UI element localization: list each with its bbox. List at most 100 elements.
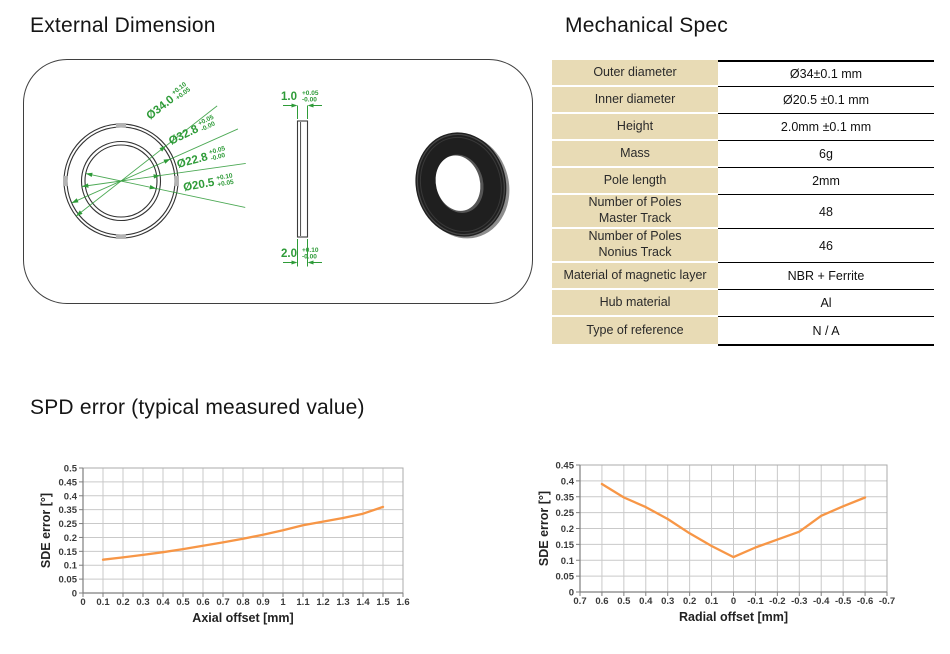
- y-tick-label: 0: [569, 588, 574, 599]
- x-tick-label: 0.3: [136, 597, 149, 608]
- dim-tolerance: -0.00: [210, 152, 226, 163]
- arrow-icon: [71, 198, 79, 203]
- dimension-drawing: Ø34.0+0.10+0.05Ø32.8+0.05-0.00Ø22.8+0.05…: [63, 81, 510, 267]
- dim-tolerance: +0.10: [302, 247, 319, 254]
- y-tick-label: 0.25: [59, 519, 78, 530]
- x-tick-label: 0.3: [661, 596, 674, 607]
- arrow-icon: [307, 260, 314, 265]
- x-tick-label: 1.4: [356, 597, 370, 608]
- spec-row-value: 2mm: [718, 168, 934, 195]
- thickness-dimension-labels: 1.0 +0.05 -0.00 2.0 +0.10 -0.00: [281, 90, 319, 261]
- spec-row-label: Mass: [552, 141, 718, 168]
- dim-tolerance: -0.00: [302, 254, 317, 261]
- series-line: [101, 505, 385, 561]
- spec-row-label: Number of Poles Nonius Track: [552, 229, 718, 263]
- mechanical-spec-title: Mechanical Spec: [565, 14, 728, 37]
- y-tick-label: 0: [72, 589, 77, 600]
- x-tick-label: 0.4: [156, 597, 170, 608]
- spec-row-label: Number of Poles Master Track: [552, 195, 718, 229]
- x-tick-label: 0: [731, 596, 736, 607]
- x-tick-label: 0.5: [617, 596, 631, 607]
- arrow-icon: [153, 174, 161, 179]
- x-tick-label: 1.3: [336, 597, 349, 608]
- diameter-dimension-label: Ø20.5 +0.10+0.05: [182, 172, 234, 194]
- x-tick-label: -0.7: [879, 596, 895, 607]
- arrow-icon: [159, 145, 166, 152]
- dim-label: 1.0: [281, 91, 297, 103]
- spec-row-value: NBR + Ferrite: [718, 263, 934, 290]
- dim-tolerance: +0.05: [217, 179, 235, 189]
- y-tick-label: 0.4: [64, 491, 78, 502]
- arrow-icon: [81, 183, 89, 188]
- y-tick-label: 0.05: [556, 572, 575, 583]
- x-tick-label: 0.7: [573, 596, 586, 607]
- x-tick-label: 1.6: [396, 597, 409, 608]
- x-tick-label: 1.1: [296, 597, 310, 608]
- x-tick-label: 0.1: [705, 596, 719, 607]
- spec-row-value: Al: [718, 290, 934, 317]
- series-line: [600, 482, 867, 559]
- spec-row-label: Outer diameter: [552, 60, 718, 87]
- spec-row-value: Ø20.5 ±0.1 mm: [718, 87, 934, 114]
- break-mark-icon: [116, 123, 126, 128]
- dim-tolerance: +0.10: [216, 172, 234, 182]
- x-tick-label: 0.6: [595, 596, 608, 607]
- y-tick-label: 0.15: [556, 540, 575, 551]
- x-tick-label: 0.2: [683, 596, 696, 607]
- spd-error-title: SPD error (typical measured value): [30, 396, 365, 419]
- x-tick-label: -0.1: [747, 596, 764, 607]
- x-tick-label: 0.4: [639, 596, 653, 607]
- dim-tolerance: +0.05: [302, 90, 319, 97]
- spec-row-value: N / A: [718, 317, 934, 344]
- x-tick-label: -0.3: [791, 596, 807, 607]
- dimension-leader-line: [71, 128, 239, 204]
- y-tick-label: 0.1: [561, 556, 575, 567]
- ring-front-view: [63, 123, 179, 239]
- external-dimension-title: External Dimension: [30, 14, 216, 37]
- spec-row-label: Hub material: [552, 290, 718, 317]
- y-tick-label: 0.1: [64, 561, 78, 572]
- y-tick-label: 0.35: [556, 492, 575, 503]
- y-tick-label: 0.45: [59, 477, 78, 488]
- radial-offset-chart: 0.7 0.6 0.5 0.4 0.3 0.2 0.1 0 -0.1 -0.2 -0.3 -0.4 -0…: [537, 461, 895, 625]
- spec-row-label: Height: [552, 114, 718, 141]
- x-axis-title: Axial offset [mm]: [192, 611, 293, 625]
- spec-row-value: 6g: [718, 141, 934, 168]
- x-tick-label: -0.5: [835, 596, 852, 607]
- y-axis-title: SDE error [°]: [537, 491, 551, 566]
- dimension-leader-line: [81, 163, 246, 187]
- x-tick-label: -0.6: [857, 596, 873, 607]
- mechanical-spec-table: Outer diameter Inner diameter Height Mass Po…: [552, 60, 934, 346]
- x-tick-label: 0.7: [216, 597, 229, 608]
- x-tick-label: 1: [280, 597, 286, 608]
- x-tick-label: 0: [80, 597, 85, 608]
- spec-row-label: Type of reference: [552, 317, 718, 344]
- spec-row-label: Inner diameter: [552, 87, 718, 114]
- x-tick-label: 1.5: [376, 597, 390, 608]
- x-tick-label: -0.4: [813, 596, 830, 607]
- axial-offset-chart: 0 0.1 0.2 0.3 0.4 0.5 0.6 0.7 0.8 0.9 1 1.1 1.2 1.3 1.…: [39, 464, 410, 626]
- x-tick-label: 1.2: [316, 597, 329, 608]
- arrow-icon: [76, 210, 83, 217]
- x-tick-label: 0.9: [256, 597, 269, 608]
- spec-row-label: Material of magnetic layer: [552, 263, 718, 290]
- x-tick-label: 0.2: [116, 597, 129, 608]
- diameter-dimension-label: Ø32.8+0.05-0.00: [167, 114, 217, 148]
- y-tick-label: 0.35: [59, 505, 78, 516]
- dimension-leader-line: [75, 105, 218, 217]
- y-tick-label: 0.45: [556, 461, 575, 472]
- x-tick-label: 0.6: [196, 597, 209, 608]
- arrow-icon: [291, 103, 298, 108]
- x-tick-label: 0.1: [96, 597, 110, 608]
- external-dimension-drawing-box: Ø34.0 +0.10 +0.05 Ø32.8 +0.05 -0.00 Ø22.8 +0.05…: [23, 59, 533, 304]
- break-mark-icon: [63, 176, 68, 186]
- arrow-icon: [291, 260, 298, 265]
- dim-label: Ø32.8: [167, 123, 201, 148]
- spec-label-column: Outer diameter Inner diameter Height Mass Po…: [552, 60, 718, 346]
- arrow-icon: [149, 184, 157, 190]
- y-tick-label: 0.25: [556, 508, 575, 519]
- spec-row-label-line2: Master Track: [598, 211, 672, 225]
- diameter-dimension-label: Ø34.0+0.10+0.05: [144, 81, 192, 123]
- thickness-dimensions: [283, 103, 322, 267]
- ring-side-view: [296, 120, 309, 238]
